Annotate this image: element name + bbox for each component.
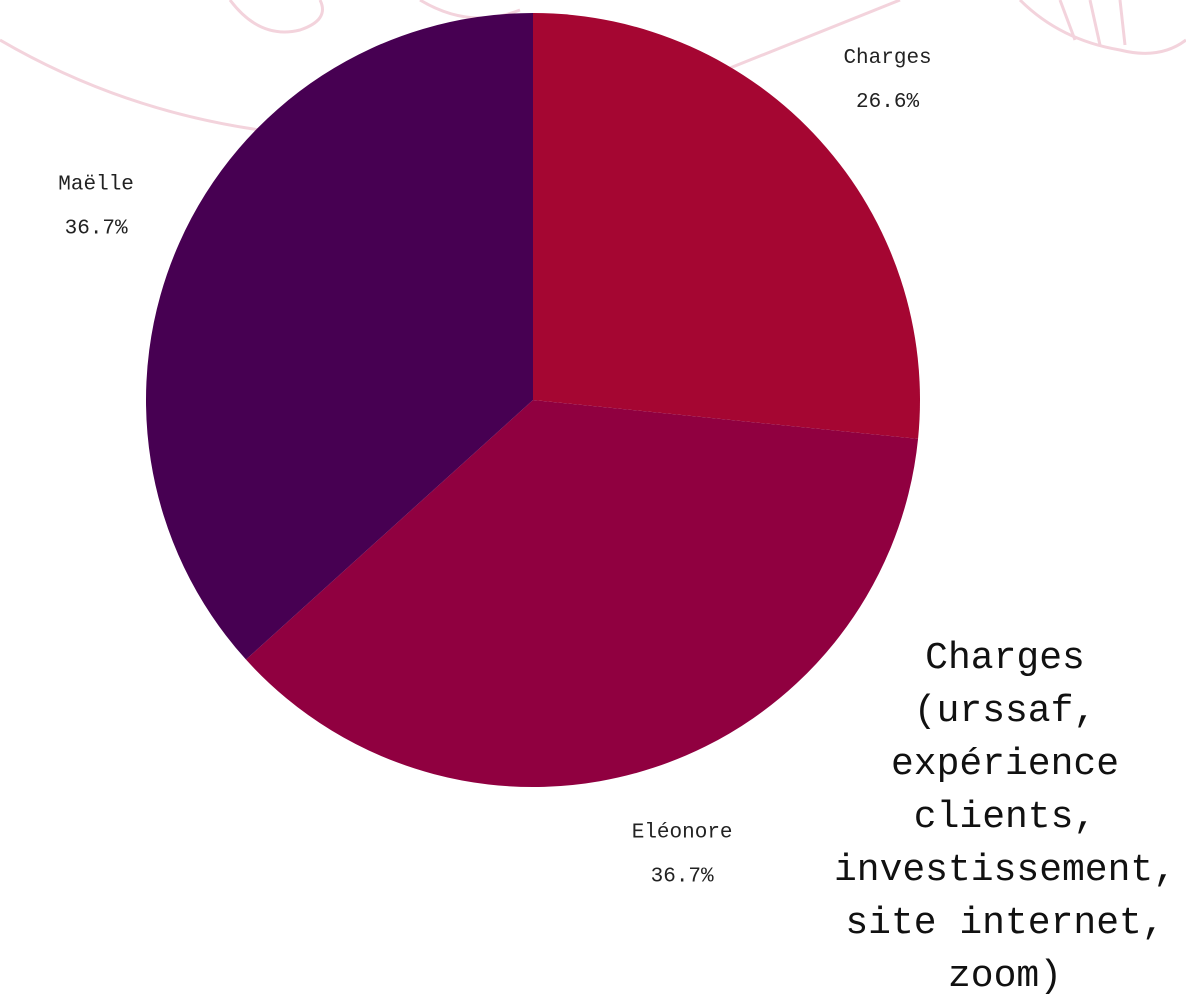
annotation: Charges (urssaf, expérience clients, inv… (833, 637, 1177, 998)
slice-value-label: 26.6% (856, 91, 919, 114)
slice-label: Maëlle (58, 174, 134, 197)
slice-value-label: 36.7% (65, 218, 128, 241)
pie-slice (146, 13, 534, 660)
slice-label: Charges (843, 47, 931, 70)
pie: Charges 26.6% Eléonore 36.7% Maëlle 36.7% (58, 13, 932, 889)
pie-slice (533, 13, 920, 439)
slice-value-label: 36.7% (651, 866, 714, 889)
slice-label: Eléonore (632, 822, 733, 845)
pie-slice (245, 400, 919, 787)
